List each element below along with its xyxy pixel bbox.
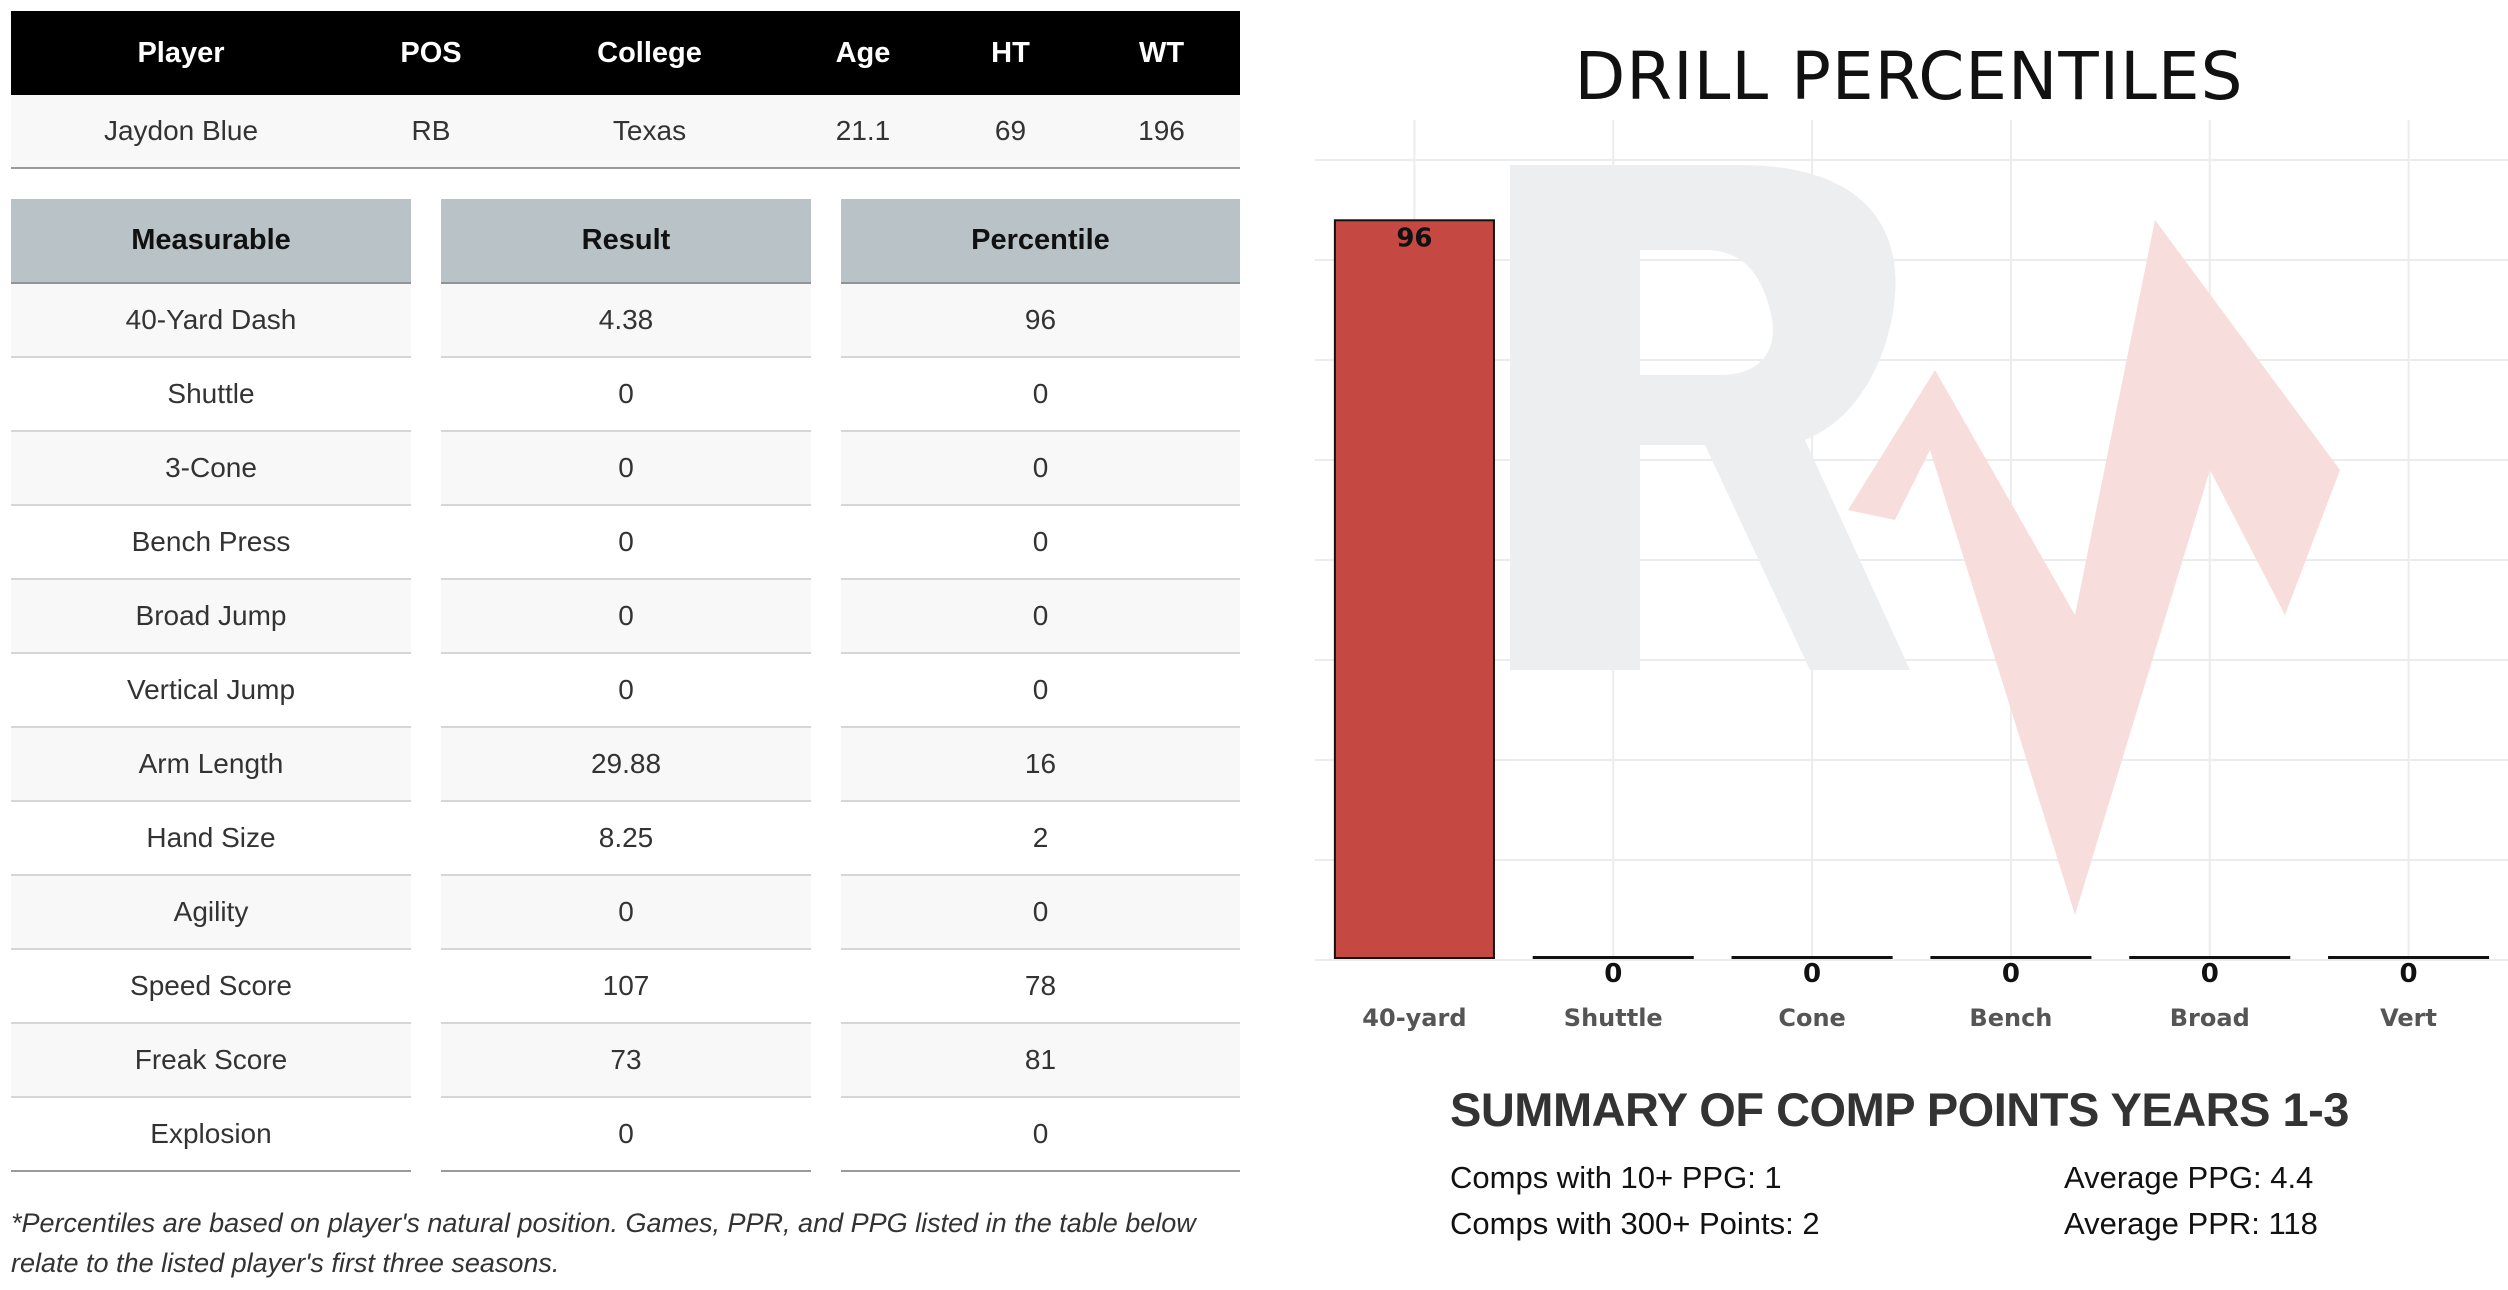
bar-value-label: 96 [1396,223,1432,253]
player-name: Jaydon Blue [103,115,259,146]
player-age: 21.1 [835,115,891,146]
chart-bars [1333,219,2490,959]
measurable-cell: Shuttle [11,358,411,432]
header-ht: HT [991,36,1030,69]
percentile-cell: 16 [841,728,1240,802]
header-player: Player [137,36,225,69]
x-tick-label: Broad [2170,1004,2250,1032]
percentile-cell: 0 [841,580,1240,654]
bar-value-label: 0 [2201,959,2219,989]
measurable-cell: Bench Press [11,506,411,580]
footnote: *Percentiles are based on player's natur… [11,1208,1196,1278]
percentile-cell: 2 [841,802,1240,876]
measurable-cell: Freak Score [11,1024,411,1098]
header-pos: POS [400,36,462,69]
comps-10-ppg: Comps with 10+ PPG: 1 [1450,1160,1782,1195]
header-wt: WT [1138,36,1185,69]
result-cell: 0 [441,580,811,654]
bar-value-label: 0 [1604,959,1622,989]
percentile-cell: 96 [841,284,1240,358]
header-age: Age [835,36,891,69]
chart-value-labels: 96 0 0 0 0 0 [1396,223,2417,989]
percentile-header: Percentile [841,199,1240,284]
result-cell: 0 [441,358,811,432]
result-header: Result [441,199,811,284]
bar-shuttle [1532,956,1694,959]
player-height: 69 [994,115,1027,146]
bar-bench [1930,956,2092,959]
result-cell: 107 [441,950,811,1024]
result-cell: 29.88 [441,728,811,802]
player-pos: RB [411,115,451,146]
average-ppr: Average PPR: 118 [2064,1206,2318,1241]
watermark-check-mark [1848,220,2340,915]
bar-broad [2129,956,2291,959]
measurable-header: Measurable [11,199,411,284]
percentile-cell: 78 [841,950,1240,1024]
measurable-cell: Explosion [11,1098,411,1172]
result-cell: 0 [441,432,811,506]
measurable-column: Measurable 40-Yard Dash Shuttle 3-Cone B… [11,199,411,1172]
measurable-cell: Vertical Jump [11,654,411,728]
measurable-cell: 40-Yard Dash [11,284,411,358]
measurable-cell: Arm Length [11,728,411,802]
bar-cone [1731,956,1893,959]
player-table-header: Player POS College Age HT WT [11,11,1240,95]
result-cell: 0 [441,876,811,950]
average-ppg: Average PPG: 4.4 [2064,1160,2314,1195]
player-info-table: Player POS College Age HT WT Jaydon Blue… [11,11,1240,169]
player-weight: 196 [1138,115,1185,146]
result-cell: 0 [441,1098,811,1172]
percentile-cell: 0 [841,506,1240,580]
summary-title: SUMMARY OF COMP POINTS YEARS 1-3 [1450,1083,2349,1136]
watermark-letter-r [1510,165,1910,670]
measurable-cell: Speed Score [11,950,411,1024]
result-cell: 73 [441,1024,811,1098]
measurable-cell: 3-Cone [11,432,411,506]
chart-title: DRILL PERCENTILES [1574,38,2244,115]
player-row: Jaydon Blue RB Texas 21.1 69 196 [11,95,1240,169]
percentile-cell: 0 [841,654,1240,728]
bar-40-yard [1333,219,1495,959]
bar-value-label: 0 [2400,959,2418,989]
chart-x-ticks: 40-yard Shuttle Cone Bench Broad Vert [1362,1004,2437,1032]
result-cell: 4.38 [441,284,811,358]
x-tick-label: 40-yard [1362,1004,1466,1032]
percentile-cell: 0 [841,876,1240,950]
result-cell: 8.25 [441,802,811,876]
comps-300-points: Comps with 300+ Points: 2 [1450,1206,1820,1241]
result-cell: 0 [441,506,811,580]
result-column: Result 4.38 0 0 0 0 0 29.88 8.25 0 107 7… [441,199,811,1172]
bar-vert [2328,956,2490,959]
percentile-cell: 0 [841,432,1240,506]
x-tick-label: Cone [1778,1004,1845,1032]
x-tick-label: Shuttle [1564,1004,1663,1032]
percentile-cell: 0 [841,1098,1240,1172]
measurable-cell: Hand Size [11,802,411,876]
bar-value-label: 0 [1803,959,1821,989]
header-college: College [597,36,702,69]
measurable-cell: Broad Jump [11,580,411,654]
drill-percentiles-chart: 96 0 0 0 0 0 40-yard Shuttle Cone Bench Broad Vert [1315,120,2508,1032]
player-college: Texas [612,115,687,146]
percentile-column: Percentile 96 0 0 0 0 0 16 2 0 78 81 0 [841,199,1240,1172]
percentile-cell: 0 [841,358,1240,432]
measurable-cell: Agility [11,876,411,950]
x-tick-label: Bench [1969,1004,2052,1032]
bar-value-label: 0 [2002,959,2020,989]
result-cell: 0 [441,654,811,728]
rv-watermark-logo [1510,165,2340,915]
x-tick-label: Vert [2380,1004,2437,1032]
percentile-cell: 81 [841,1024,1240,1098]
